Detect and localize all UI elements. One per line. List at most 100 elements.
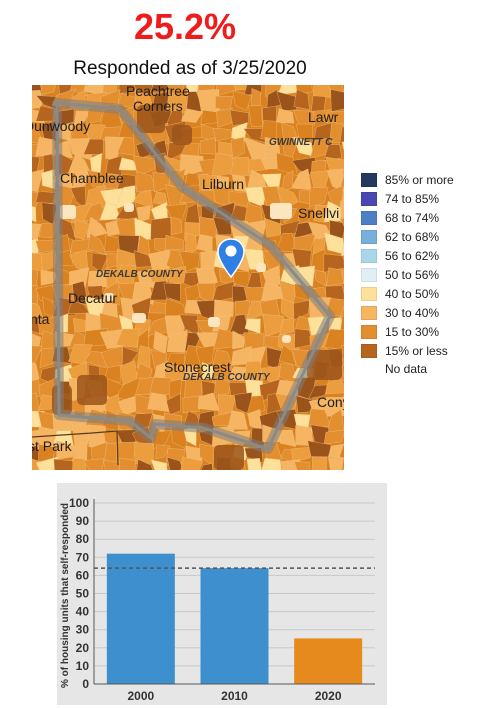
census-tract	[280, 429, 297, 447]
census-tract	[150, 348, 167, 370]
census-tract	[339, 173, 344, 191]
census-tract	[295, 395, 315, 413]
census-tract	[73, 110, 90, 127]
census-tract	[69, 249, 89, 272]
census-tract	[328, 457, 344, 470]
census-tract	[263, 217, 284, 238]
census-tract	[341, 344, 344, 367]
census-tract	[341, 185, 344, 204]
census-tract	[278, 344, 297, 366]
census-tract	[166, 456, 185, 470]
response-rate: 25.2%	[133, 6, 237, 47]
bar-2010	[200, 568, 269, 684]
y-tick-label: 0	[82, 677, 89, 691]
label-east-point: st Park	[32, 438, 72, 454]
census-tract	[340, 200, 344, 222]
census-tract	[297, 207, 316, 225]
census-tract	[84, 351, 106, 369]
census-tract	[153, 330, 168, 354]
census-tract	[195, 267, 218, 286]
census-tract	[163, 85, 185, 98]
census-tract	[32, 205, 37, 223]
census-tract	[229, 109, 249, 126]
x-tick-label: 2010	[221, 689, 248, 703]
census-tract	[152, 191, 168, 206]
census-tract	[195, 345, 215, 368]
census-tract	[340, 269, 344, 285]
label-lawrenceville: Lawr	[308, 109, 339, 125]
y-tick-label: 100	[69, 496, 89, 510]
y-tick-label: 10	[76, 659, 90, 673]
label-stonecrest: Stonecrest	[164, 359, 231, 375]
legend-item: 15 to 30%	[361, 322, 491, 341]
legend-no-data: No data	[385, 362, 428, 376]
census-tract	[72, 458, 87, 470]
legend-item: 85% or more	[361, 170, 491, 189]
legend-swatch	[361, 172, 377, 187]
legend-swatch	[361, 191, 377, 206]
legend-swatch	[361, 267, 377, 282]
census-tract	[99, 202, 121, 221]
census-tract	[196, 234, 213, 254]
census-tract	[294, 461, 311, 470]
census-tract	[217, 394, 237, 416]
census-tract	[83, 138, 104, 155]
y-tick-label: 70	[76, 550, 90, 564]
census-tract	[155, 444, 171, 460]
census-tract	[164, 234, 185, 251]
y-tick-label: 40	[76, 605, 90, 619]
census-tract	[260, 282, 284, 302]
census-tract	[308, 384, 330, 400]
y-tick-label: 60	[76, 568, 90, 582]
census-tract	[182, 395, 201, 414]
census-tract	[292, 109, 315, 127]
census-tract	[323, 232, 344, 255]
y-tick-label: 20	[76, 641, 90, 655]
census-tract	[147, 268, 171, 283]
response-rate-map[interactable]: Peachtree Corners Dunwoody Lawr GWINNETT…	[32, 85, 344, 470]
legend-label: 62 to 68%	[385, 229, 440, 244]
label-decatur: Decatur	[68, 290, 118, 306]
census-tract	[147, 392, 170, 413]
legend-label: 40 to 50%	[385, 286, 440, 301]
census-tract	[230, 156, 250, 177]
legend-item: 74 to 85%	[361, 189, 491, 208]
legend-item: 15% or less	[361, 341, 491, 360]
census-tract	[199, 137, 217, 155]
label-snellville: Snellvi	[298, 205, 340, 221]
light-tract	[60, 205, 76, 219]
census-tract	[32, 362, 40, 384]
census-tract	[212, 127, 233, 142]
y-tick-label: 90	[76, 514, 90, 528]
label-dekalb-county-2: DEKALB COUNTY	[183, 372, 270, 383]
census-tract	[326, 409, 344, 434]
census-tract	[276, 91, 299, 112]
census-tract	[341, 141, 344, 152]
census-tract	[339, 218, 344, 227]
census-tract	[340, 240, 344, 256]
y-tick-label: 30	[76, 623, 90, 637]
census-tract	[314, 269, 327, 287]
county-line	[32, 430, 119, 466]
legend-item: 56 to 62%	[361, 246, 491, 265]
map-pin-icon[interactable]	[215, 237, 255, 281]
label-gwinnett-county: GWINNETT C	[269, 137, 333, 148]
census-tract	[134, 441, 154, 464]
label-dunwoody: Dunwoody	[32, 118, 91, 134]
census-tract	[164, 297, 188, 317]
census-tract	[227, 410, 249, 430]
census-tract	[312, 456, 327, 470]
legend-label: 68 to 74%	[385, 210, 440, 225]
census-tract	[325, 378, 344, 395]
legend-swatch	[361, 229, 377, 244]
label-dekalb-county: DEKALB COUNTY	[96, 269, 183, 280]
legend-swatch	[361, 324, 377, 339]
census-tract	[32, 223, 42, 242]
census-tract	[261, 457, 282, 470]
census-tract	[70, 238, 92, 253]
census-tract	[343, 467, 344, 470]
label-lilburn: Lilburn	[202, 176, 245, 192]
legend-item: 50 to 56%	[361, 265, 491, 284]
census-tract	[339, 126, 344, 146]
chart-plot: 0 10 20 30 40 50 60 70 80 90 100 2000 2010 2020	[69, 496, 375, 703]
